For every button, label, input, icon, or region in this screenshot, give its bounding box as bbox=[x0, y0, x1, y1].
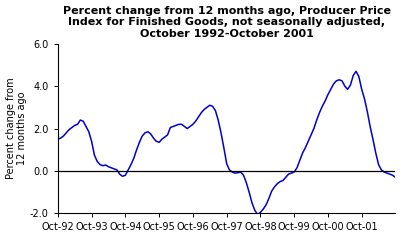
Y-axis label: Percent change from
12 months ago: Percent change from 12 months ago bbox=[6, 78, 27, 179]
Title: Percent change from 12 months ago, Producer Price
Index for Finished Goods, not : Percent change from 12 months ago, Produ… bbox=[63, 5, 391, 39]
